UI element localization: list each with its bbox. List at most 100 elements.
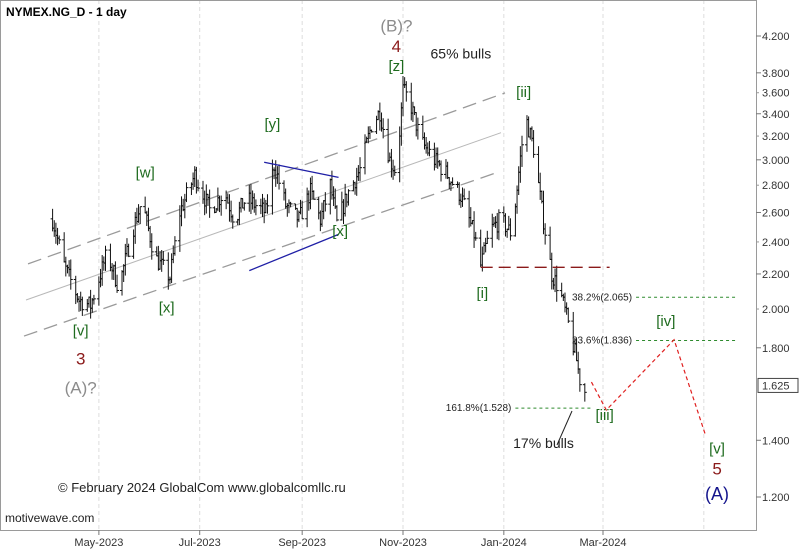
wave-label: [iv] [656, 313, 675, 330]
blue-trend-line [264, 161, 339, 179]
y-tick-label: 3.600 [762, 88, 790, 100]
last-price-label: 1.625 [762, 380, 790, 392]
price-bar [369, 129, 374, 133]
price-bar [450, 177, 455, 186]
wave-label: [x] [332, 223, 348, 240]
price-bar [543, 223, 548, 245]
price-bar [334, 205, 339, 222]
price-bar [172, 236, 177, 256]
price-bar [554, 265, 559, 302]
price-bar [288, 201, 293, 208]
price-bar [566, 307, 571, 323]
fib-level-label: 161.8%(1.528) [446, 403, 512, 414]
note-pointer-line [556, 410, 573, 446]
price-bar [300, 200, 305, 220]
price-bar [381, 118, 386, 139]
price-bar [207, 189, 212, 218]
y-tick-label: 1.400 [762, 435, 790, 447]
price-bar [473, 231, 478, 241]
price-bar [265, 194, 270, 214]
price-bar [462, 188, 467, 201]
price-bar [91, 294, 96, 305]
price-bar [496, 209, 501, 241]
price-bar [439, 160, 444, 182]
y-tick-label: 2.200 [762, 269, 790, 281]
wave-label: [w] [136, 164, 155, 181]
wave-label: [y] [265, 116, 281, 133]
price-bar [196, 179, 201, 192]
x-tick-label: Jan-2024 [481, 537, 527, 549]
wave-label: 4 [392, 37, 401, 56]
price-bar [358, 157, 363, 182]
price-bar [323, 192, 328, 212]
price-bar [68, 259, 73, 290]
wave-label: [v] [709, 441, 725, 458]
time-axis: May-2023 Jul-2023 Sep-2023 Nov-2023 Jan-2024… [74, 530, 627, 549]
y-tick-label: 1.200 [762, 492, 790, 504]
sentiment-note: 65% bulls [431, 46, 492, 62]
price-bar [277, 164, 282, 190]
wave-label: (A) [705, 484, 729, 504]
x-tick-label: Sep-2023 [278, 537, 326, 549]
price-bar [103, 245, 108, 271]
y-tick-label: 3.800 [762, 68, 790, 80]
x-tick-label: Jul-2023 [179, 537, 221, 549]
price-bar [508, 218, 513, 241]
price-bar [346, 189, 351, 206]
price-bar [115, 274, 120, 293]
x-tick-label: May-2023 [74, 537, 123, 549]
price-bar [230, 214, 235, 229]
price-bar [311, 190, 316, 200]
price-bar [485, 230, 490, 244]
y-tick-label: 2.400 [762, 237, 790, 249]
grid-layer [98, 0, 705, 530]
wave-label: [z] [388, 58, 404, 75]
price-bar [415, 117, 420, 140]
wave-label: (B)? [380, 17, 412, 36]
wave-label: (A)? [65, 378, 97, 397]
motivewave-watermark: motivewave.com [5, 511, 94, 525]
price-bar [219, 195, 224, 216]
last-price-box [757, 377, 799, 393]
wave-label: [iii] [595, 407, 613, 424]
channel-layer [23, 92, 506, 337]
chart-title: NYMEX.NG_D - 1 day [6, 5, 127, 19]
price-bar [80, 296, 85, 316]
fib-level-label: 38.2%(2.065) [572, 292, 632, 303]
price-bar [582, 383, 587, 402]
y-tick-label: 1.800 [762, 343, 790, 355]
price-bar [427, 140, 432, 157]
price-bar [149, 233, 154, 260]
wave-label: [i] [477, 285, 489, 302]
sentiment-note: 17% bulls [513, 435, 574, 451]
price-bar [161, 251, 166, 265]
price-bar [126, 243, 131, 258]
x-tick-label: Mar-2024 [579, 537, 626, 549]
y-tick-label: 2.000 [762, 304, 790, 316]
blue-trend-line [249, 233, 339, 272]
wave-label: 3 [76, 350, 85, 369]
price-bar [531, 130, 536, 158]
wave-label-layer: 65% bulls 17% bulls [v] 3 (A)? [w] [x] [y] [x] (B… [65, 17, 729, 504]
fib-level-label: 23.6%(1.836) [572, 336, 632, 347]
price-axis: 4.200 3.800 3.400 3.000 2.600 2.200 1.800 1.400… [756, 31, 799, 504]
wave-label: [v] [73, 323, 89, 340]
price-bar [253, 199, 258, 216]
channel-upper-line [27, 92, 506, 265]
wave-label: 5 [712, 460, 721, 479]
x-tick-label: Nov-2023 [379, 537, 427, 549]
y-tick-label: 2.800 [762, 180, 790, 192]
y-tick-label: 3.400 [762, 109, 790, 121]
price-bar [184, 182, 189, 203]
overlay-layer: 38.2%(2.065) 23.6%(1.836) 161.8%(1.528) [249, 161, 737, 446]
price-bar [577, 368, 582, 392]
copyright-notice: © February 2024 GlobalCom www.globalcoml… [58, 480, 346, 495]
channel-mid-line [25, 132, 502, 301]
plot-area-border [0, 0, 757, 531]
price-bar [57, 235, 62, 244]
y-tick-label: 3.200 [762, 131, 790, 143]
y-tick-label: 2.600 [762, 207, 790, 219]
y-tick-label: 4.200 [762, 31, 790, 43]
